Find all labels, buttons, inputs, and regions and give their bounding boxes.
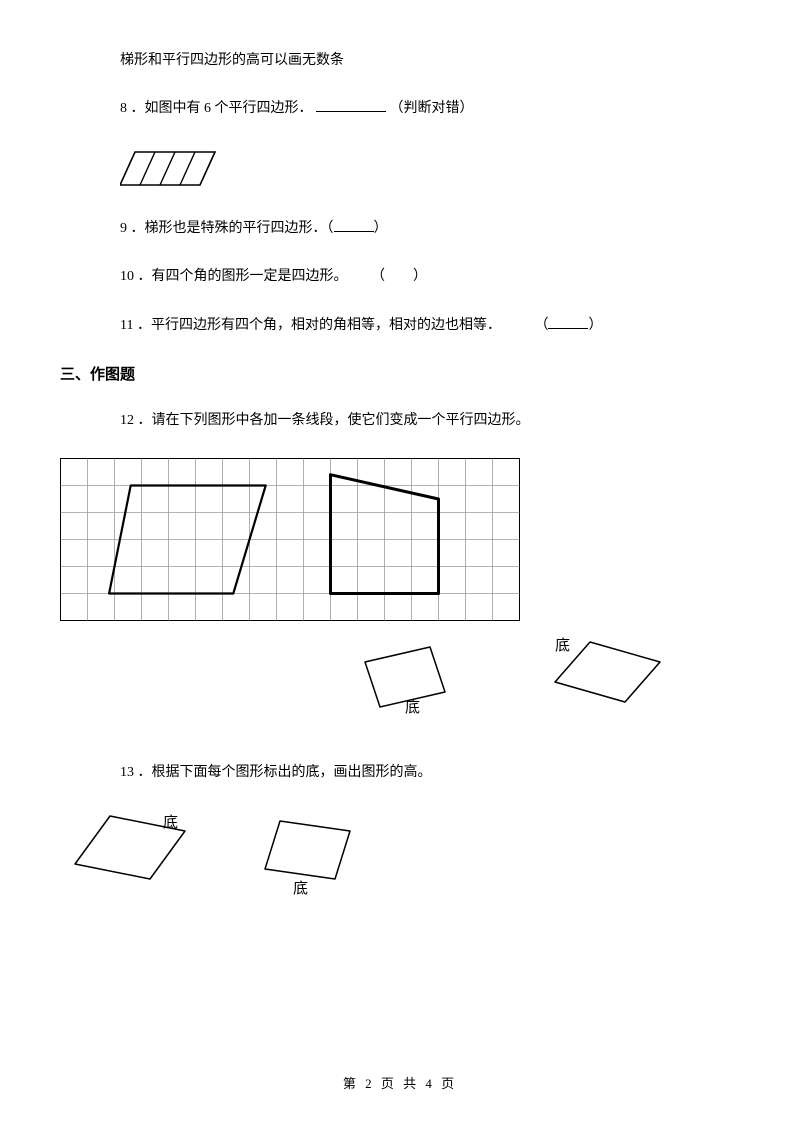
parallelogram-icon: 底 <box>360 642 450 722</box>
q8-blank[interactable] <box>316 98 386 112</box>
q9-text: ．梯形也是特殊的平行四边形．（ <box>131 221 334 236</box>
question-12: 12 ．请在下列图形中各加一条线段，使它们变成一个平行四边形。 <box>120 410 710 432</box>
parallelogram-icon: 底 <box>550 637 665 707</box>
q10-text: ．有四个角的图形一定是四边形。 <box>138 269 348 284</box>
q11-num: 11 <box>120 318 133 333</box>
footer-total: 4 <box>425 1076 435 1091</box>
q11-text: ．平行四边形有四个角，相对的角相等，相对的边也相等． <box>137 318 501 333</box>
q9-blank[interactable] <box>334 218 374 232</box>
footer-c: 页 <box>441 1076 457 1091</box>
q13-text: ．根据下面每个图形标出的底，画出图形的高。 <box>138 765 432 780</box>
q9-num: 9 <box>120 221 127 236</box>
q7-tail: 梯形和平行四边形的高可以画无数条 <box>120 50 710 72</box>
q8-figure <box>120 147 710 192</box>
section-3-title: 三、作图题 <box>60 363 710 384</box>
q8-num: 8 <box>120 101 127 116</box>
parallelogram-shape: 底 <box>360 642 450 722</box>
q12-figure <box>60 458 710 622</box>
page-footer: 第 2 页 共 4 页 <box>0 1073 800 1092</box>
q8-text: ．如图中有 6 个平行四边形． <box>131 101 313 116</box>
q13-figures-bottom: 底底 <box>60 811 710 931</box>
parallelogram-shape: 底 <box>550 637 665 707</box>
footer-a: 第 <box>343 1076 359 1091</box>
base-label: 底 <box>293 880 308 897</box>
q9-close: ） <box>374 221 388 236</box>
footer-b: 页 共 <box>381 1076 419 1091</box>
q11-blank[interactable] <box>548 315 588 329</box>
q12-num: 12 <box>120 413 134 428</box>
q12-text: ．请在下列图形中各加一条线段，使它们变成一个平行四边形。 <box>138 413 530 428</box>
question-9: 9 ．梯形也是特殊的平行四边形．（ ） <box>120 218 710 240</box>
q11-open: （ <box>534 318 548 333</box>
base-label: 底 <box>405 699 420 716</box>
grid-drawing-icon <box>60 458 521 622</box>
parallelogram-shape: 底 <box>260 816 355 903</box>
question-11: 11 ．平行四边形有四个角，相对的角相等，相对的边也相等． （ ） <box>120 315 710 337</box>
q8-note: （判断对错） <box>390 101 474 116</box>
question-10: 10 ．有四个角的图形一定是四边形。 （ ） <box>120 266 710 288</box>
base-label: 底 <box>555 637 570 654</box>
q11-close: ） <box>588 318 602 333</box>
q10-num: 10 <box>120 269 134 284</box>
q13-num: 13 <box>120 765 134 780</box>
parallelogram-grid-icon <box>120 147 230 192</box>
parallelogram-shape: 底 <box>70 811 190 884</box>
q13-figures-top: 底底 <box>60 642 710 762</box>
question-8: 8 ．如图中有 6 个平行四边形． （判断对错） <box>120 98 710 120</box>
q10-paren[interactable]: （ ） <box>371 269 427 284</box>
footer-page: 2 <box>365 1076 375 1091</box>
parallelogram-icon: 底 <box>70 811 190 884</box>
question-13: 13 ．根据下面每个图形标出的底，画出图形的高。 <box>120 762 710 784</box>
base-label: 底 <box>163 814 178 831</box>
parallelogram-icon: 底 <box>260 816 355 903</box>
